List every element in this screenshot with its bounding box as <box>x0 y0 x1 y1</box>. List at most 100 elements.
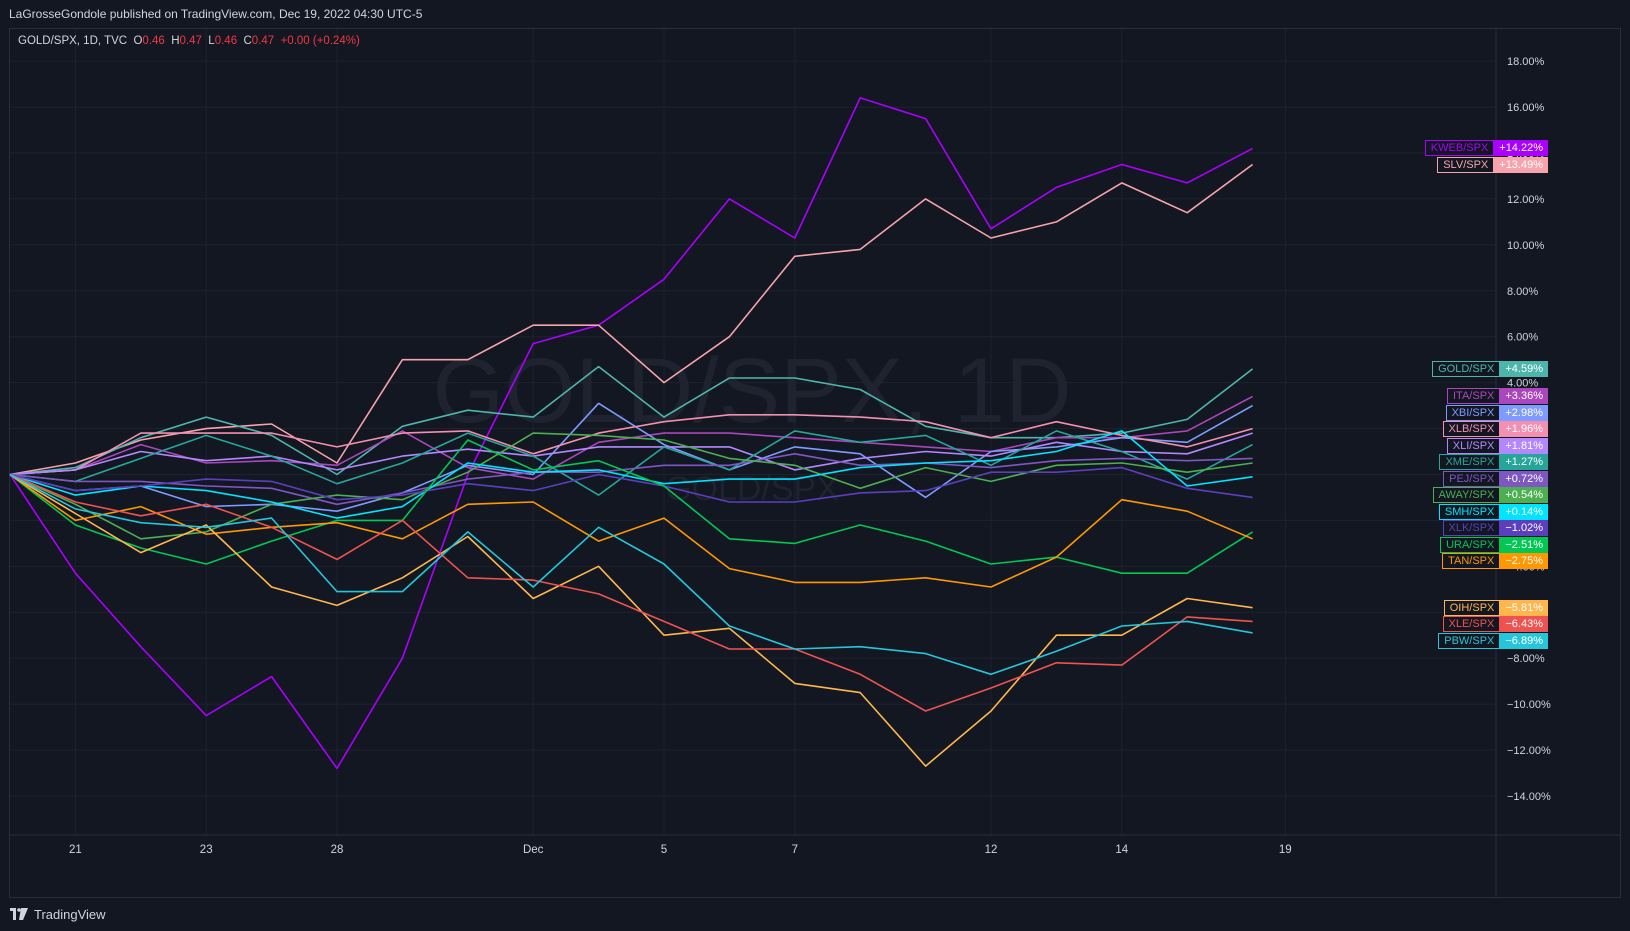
series-label-value: +1.96% <box>1500 421 1548 438</box>
tradingview-logo-icon <box>10 908 28 920</box>
series-line-smh-spx[interactable] <box>9 430 1253 519</box>
series-label-value: −5.81% <box>1500 599 1548 616</box>
series-label[interactable]: XME/SPX +1.27% <box>1439 454 1548 471</box>
series-label[interactable]: XLE/SPX −6.43% <box>1442 616 1548 633</box>
series-line-xbi-spx[interactable] <box>9 402 1253 513</box>
series-line-slv-spx[interactable] <box>9 163 1254 476</box>
series-label-name: GOLD/SPX <box>1432 360 1501 377</box>
watermark: GOLD/SPX, 1D GOLD/SPX <box>432 340 1071 508</box>
series-line-away-spx[interactable] <box>9 432 1253 540</box>
x-axis[interactable]: 21 23 28 Dec 5 7 12 14 19 <box>69 844 1292 856</box>
series-label-name: ITA/SPX <box>1447 388 1501 405</box>
legend-close: 0.47 <box>251 35 275 47</box>
series-label-name: XME/SPX <box>1439 454 1501 471</box>
series-line-pej-spx[interactable] <box>9 452 1253 506</box>
x-tick-label: 21 <box>69 844 82 856</box>
series-label-name: XLK/SPX <box>1442 520 1501 537</box>
legend-symbol[interactable]: GOLD/SPX, 1D, TVC <box>18 35 128 47</box>
x-tick-label: 23 <box>200 844 213 856</box>
watermark-main: GOLD/SPX, 1D <box>432 340 1071 442</box>
y-tick-label: 12.00% <box>1507 194 1545 206</box>
series-label[interactable]: PEJ/SPX +0.72% <box>1443 470 1548 487</box>
series-label-value: +2.98% <box>1500 404 1548 421</box>
legend-c-label: C <box>243 35 252 47</box>
legend-open: 0.46 <box>142 35 165 47</box>
y-tick-label: 16.00% <box>1507 102 1545 114</box>
x-tick-label: 7 <box>792 844 798 856</box>
series-line-xlk-spx[interactable] <box>9 466 1253 503</box>
series-line-pbw-spx[interactable] <box>9 473 1253 676</box>
series-label-value: +13.49% <box>1494 156 1548 173</box>
y-tick-label: 10.00% <box>1507 240 1545 252</box>
series-label-value: −2.75% <box>1500 553 1548 570</box>
series-line-oih-spx[interactable] <box>9 473 1253 767</box>
legend-high: 0.47 <box>179 35 202 47</box>
y-tick-label: −8.00% <box>1507 653 1545 665</box>
series-label-value: +0.54% <box>1500 487 1548 504</box>
series-label-name: XLB/SPX <box>1442 421 1501 438</box>
series-line-ura-spx[interactable] <box>9 439 1254 575</box>
series-label-name: KWEB/SPX <box>1424 140 1495 157</box>
series-label[interactable]: SLV/SPX +13.49% <box>1437 156 1548 173</box>
series-label-value: −1.02% <box>1500 520 1548 537</box>
series-label-name: XLE/SPX <box>1442 616 1501 633</box>
series-line-xme-spx[interactable] <box>9 430 1253 496</box>
y-tick-label: 18.00% <box>1507 56 1545 68</box>
series-label[interactable]: ITA/SPX +3.36% <box>1447 388 1548 405</box>
publish-info: LaGrosseGondole published on TradingView… <box>9 7 423 21</box>
series-label[interactable]: GOLD/SPX +4.59% <box>1432 360 1548 377</box>
series-label-name: PEJ/SPX <box>1443 470 1501 487</box>
series-line-xli-spx[interactable] <box>9 432 1253 476</box>
publish-bar: LaGrosseGondole published on TradingView… <box>0 0 1630 28</box>
x-tick-label: 5 <box>661 844 667 856</box>
grid <box>10 28 1620 897</box>
footer-brand-text: TradingView <box>34 906 106 922</box>
series-label-value: +1.81% <box>1500 437 1548 454</box>
series-label-name: TAN/SPX <box>1442 553 1501 570</box>
x-tick-label: Dec <box>523 844 544 856</box>
x-tick-label: 12 <box>985 844 998 856</box>
series-label-value: +0.14% <box>1500 503 1548 520</box>
y-tick-label: 4.00% <box>1507 378 1538 390</box>
series-label-value: +4.59% <box>1500 360 1548 377</box>
series-label[interactable]: XLI/SPX +1.81% <box>1446 437 1548 454</box>
series-label[interactable]: XLB/SPX +1.96% <box>1442 421 1548 438</box>
x-tick-label: 19 <box>1279 844 1292 856</box>
series-label[interactable]: OIH/SPX −5.81% <box>1443 599 1548 616</box>
series-line-kweb-spx[interactable] <box>9 97 1253 770</box>
legend-h-label: H <box>171 35 180 47</box>
series-label[interactable]: PBW/SPX −6.89% <box>1438 632 1548 649</box>
series-label-name: AWAY/SPX <box>1432 487 1501 504</box>
series-label[interactable]: TAN/SPX −2.75% <box>1442 553 1548 570</box>
x-tick-label: 14 <box>1115 844 1128 856</box>
series-label-name: XLI/SPX <box>1446 437 1501 454</box>
series-line-xle-spx[interactable] <box>9 473 1253 712</box>
series-lines <box>9 97 1254 770</box>
series-label[interactable]: XLK/SPX −1.02% <box>1442 520 1548 537</box>
series-label-value: +14.22% <box>1494 140 1548 157</box>
series-label[interactable]: URA/SPX −2.51% <box>1440 536 1548 553</box>
footer-brand[interactable]: TradingView <box>10 904 106 924</box>
series-label-name: URA/SPX <box>1440 536 1501 553</box>
series-label-name: OIH/SPX <box>1443 599 1501 616</box>
x-tick-label: 28 <box>331 844 344 856</box>
chart-frame <box>9 28 1621 898</box>
legend-l-label: L <box>208 35 215 47</box>
series-line-tan-spx[interactable] <box>9 473 1253 588</box>
series-line-gold-spx[interactable] <box>9 365 1254 476</box>
series-label[interactable]: SMH/SPX +0.14% <box>1438 503 1548 520</box>
series-label-value: −6.89% <box>1500 632 1548 649</box>
series-line-xlb-spx[interactable] <box>9 413 1253 476</box>
series-label-name: SMH/SPX <box>1438 503 1501 520</box>
series-label[interactable]: AWAY/SPX +0.54% <box>1432 487 1548 504</box>
series-label-value: +0.72% <box>1500 470 1548 487</box>
series-label-value: −6.43% <box>1500 616 1548 633</box>
series-label-value: +3.36% <box>1500 388 1548 405</box>
series-label-name: XBI/SPX <box>1445 404 1501 421</box>
series-label[interactable]: XBI/SPX +2.98% <box>1445 404 1548 421</box>
y-tick-label: −12.00% <box>1507 745 1551 757</box>
series-label-value: −2.51% <box>1500 536 1548 553</box>
y-tick-label: −14.00% <box>1507 791 1551 803</box>
series-label[interactable]: KWEB/SPX +14.22% <box>1424 140 1548 157</box>
